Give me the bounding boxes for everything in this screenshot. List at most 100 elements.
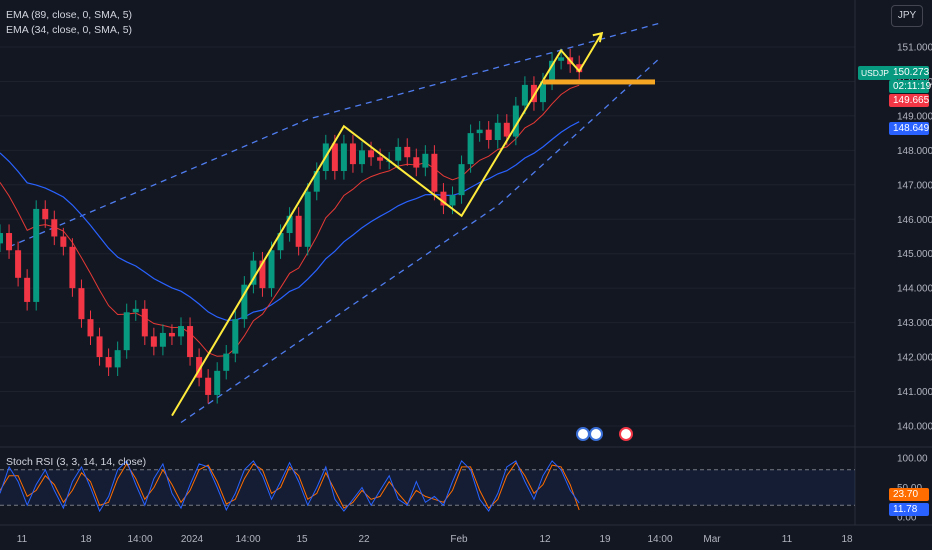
candle	[96, 336, 103, 358]
price-tick: 143.000	[897, 318, 932, 329]
candle	[24, 277, 31, 302]
candle	[304, 191, 311, 247]
bar-countdown: 02:11:19	[889, 80, 931, 93]
candle	[241, 284, 248, 320]
stoch-d-tag: 23.70	[889, 488, 929, 501]
event-markers	[576, 427, 633, 441]
ema-34-line	[0, 84, 580, 357]
candle	[150, 336, 157, 347]
candle	[295, 215, 302, 247]
candle	[458, 164, 465, 196]
event-marker	[589, 427, 603, 441]
candle	[250, 260, 257, 285]
candle	[277, 233, 284, 251]
price-tick: 140.000	[897, 421, 932, 432]
candle	[60, 236, 67, 247]
stoch-band	[0, 469, 855, 506]
candle	[331, 143, 338, 172]
candle	[69, 246, 76, 289]
channel-lines	[8, 22, 662, 424]
candle	[530, 84, 537, 103]
candle	[232, 319, 239, 354]
zigzag-pattern	[171, 31, 604, 417]
candle	[494, 122, 501, 141]
price-tick: 148.000	[897, 146, 932, 157]
candle	[15, 250, 22, 278]
candle	[141, 308, 148, 337]
price-tick: 146.000	[897, 215, 932, 226]
zigzag-line	[171, 32, 603, 417]
candle	[214, 370, 221, 395]
candle	[78, 288, 85, 320]
candle	[259, 260, 266, 289]
time-tick: 14:00	[235, 534, 260, 545]
time-tick: 11	[17, 534, 28, 545]
stoch-tick: 100.00	[897, 454, 928, 465]
support-level	[543, 79, 655, 85]
candle	[114, 350, 121, 368]
candle	[449, 195, 456, 206]
candle	[377, 157, 384, 161]
candle	[286, 215, 293, 234]
zigzag-arrowhead	[592, 31, 604, 43]
price-tick: 144.000	[897, 284, 932, 295]
candle	[0, 233, 3, 244]
candle	[476, 129, 483, 134]
time-tick: 11	[782, 534, 793, 545]
time-tick: 14:00	[647, 534, 672, 545]
candle	[159, 332, 166, 347]
candle	[404, 146, 411, 158]
candle	[87, 319, 94, 337]
candle	[576, 64, 583, 73]
candle	[340, 143, 347, 172]
event-marker	[576, 427, 590, 441]
candle	[467, 133, 474, 165]
candle	[123, 312, 130, 351]
time-tick: 2024	[181, 534, 204, 545]
candle	[313, 171, 320, 192]
candle	[187, 326, 194, 358]
channel-upper-line	[8, 22, 661, 248]
candle	[42, 208, 49, 220]
candle	[178, 326, 184, 337]
stoch-k-line	[0, 460, 580, 513]
candle	[540, 81, 546, 103]
time-tick: Feb	[450, 534, 468, 545]
support-level-bar	[543, 79, 655, 85]
candle	[368, 150, 375, 158]
event-marker	[619, 427, 633, 441]
stoch-k-tag: 11.78	[889, 503, 929, 516]
price-tick: 149.000	[897, 111, 932, 122]
candle	[485, 129, 492, 141]
stoch-rsi-legend: Stoch RSI (3, 3, 14, 14, close)	[6, 456, 147, 468]
ema-fast-tag: 149.665	[889, 94, 929, 107]
candle	[6, 233, 13, 251]
symbol-label: USDJPY	[858, 66, 898, 80]
time-tick: 15	[296, 534, 308, 545]
candle	[105, 357, 112, 368]
candle	[431, 153, 438, 192]
time-tick: 18	[841, 534, 853, 545]
candle	[268, 250, 275, 289]
candles	[0, 48, 583, 404]
candle	[349, 143, 356, 165]
candle	[558, 57, 565, 61]
candle	[503, 122, 510, 137]
candle	[205, 377, 212, 395]
time-tick: 18	[80, 534, 92, 545]
currency-button[interactable]: JPY	[891, 5, 923, 27]
candle	[395, 146, 402, 161]
candle	[132, 308, 139, 313]
stoch-d-line	[0, 461, 580, 511]
stoch-rsi-pane	[0, 460, 855, 513]
time-tick: 14:00	[127, 534, 152, 545]
candle	[549, 60, 556, 82]
last-price-tag: 150.273	[889, 66, 929, 79]
price-tick: 147.000	[897, 180, 932, 191]
candle	[422, 153, 429, 168]
price-tick: 145.000	[897, 249, 932, 260]
ema-89-legend: EMA (89, close, 0, SMA, 5)	[6, 9, 133, 21]
price-tick: 141.000	[897, 387, 932, 398]
price-axis: 151.000150.000149.000148.000147.000146.0…	[897, 43, 932, 524]
